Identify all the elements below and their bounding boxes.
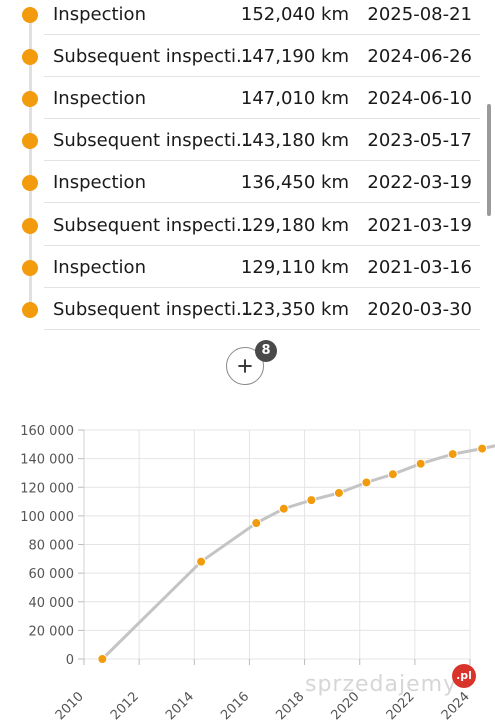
data-point — [387, 469, 398, 480]
timeline-dot — [22, 218, 38, 234]
inspection-mileage: 136,450 km — [240, 172, 349, 193]
timeline-dot — [22, 49, 38, 65]
inspection-row[interactable]: Inspection 129,110 km 2021-03-16 — [0, 253, 480, 295]
inspection-row[interactable]: Inspection 147,010 km 2024-06-10 — [0, 84, 480, 126]
row-divider — [44, 329, 480, 330]
watermark-pl-badge: .pl — [452, 664, 476, 688]
inspection-mileage: 123,350 km — [240, 299, 349, 320]
data-point — [306, 495, 317, 506]
y-tick-label: 120 000 — [20, 481, 74, 496]
y-tick-label: 0 — [66, 653, 74, 668]
inspection-mileage: 147,190 km — [240, 46, 349, 67]
data-point — [447, 449, 458, 460]
inspection-type: Subsequent inspecti... — [53, 130, 254, 151]
inspection-type: Subsequent inspecti... — [53, 299, 254, 320]
inspection-date: 2022-03-19 — [367, 172, 472, 193]
scrollbar[interactable] — [487, 104, 491, 216]
mileage-chart: 0 20 000 40 000 60 000 80 000 100 000 120 000 1… — [20, 424, 495, 720]
data-point — [196, 556, 207, 567]
data-point — [251, 518, 262, 529]
inspection-mileage: 152,040 km — [240, 4, 349, 25]
more-count-badge: 8 — [255, 340, 277, 362]
plus-icon — [238, 359, 252, 373]
row-divider — [44, 118, 480, 119]
inspection-row[interactable]: Subsequent inspecti... 147,190 km 2024-06-… — [0, 42, 480, 84]
inspection-row[interactable]: Subsequent inspecti... 143,180 km 2023-05-… — [0, 126, 480, 168]
row-divider — [44, 287, 480, 288]
data-point — [278, 503, 289, 514]
row-divider — [44, 160, 480, 161]
inspection-row[interactable]: Subsequent inspecti... 123,350 km 2020-03-… — [0, 295, 480, 337]
x-tick-label: 2018 — [273, 689, 307, 720]
inspection-date: 2024-06-10 — [367, 88, 472, 109]
timeline-line — [29, 14, 32, 310]
row-divider — [44, 34, 480, 35]
inspection-timeline: Inspection 152,040 km 2025-08-21 Subsequent… — [0, 0, 495, 332]
inspection-date: 2025-08-21 — [367, 4, 472, 25]
data-point — [477, 443, 488, 454]
y-tick-label: 160 000 — [20, 424, 74, 439]
y-tick-label: 20 000 — [29, 624, 75, 639]
inspection-date: 2021-03-16 — [367, 257, 472, 278]
inspection-date: 2023-05-17 — [367, 130, 472, 151]
data-point — [333, 487, 344, 498]
mileage-series-line — [100, 444, 495, 661]
inspection-date: 2021-03-19 — [367, 215, 472, 236]
timeline-dot — [22, 302, 38, 318]
timeline-dot — [22, 91, 38, 107]
watermark-text: sprzedajemy — [305, 672, 458, 697]
inspection-type: Subsequent inspecti... — [53, 46, 254, 67]
y-tick-label: 40 000 — [29, 596, 75, 611]
inspection-type: Subsequent inspecti... — [53, 215, 254, 236]
y-tick-label: 60 000 — [29, 567, 75, 582]
x-tick-label: 2010 — [53, 689, 87, 720]
timeline-dot — [22, 175, 38, 191]
row-divider — [44, 202, 480, 203]
inspection-mileage: 129,180 km — [240, 215, 349, 236]
inspection-type: Inspection — [53, 4, 146, 25]
timeline-dot — [22, 7, 38, 23]
x-tick-label: 2014 — [163, 689, 197, 720]
inspection-row[interactable]: Subsequent inspecti... 129,180 km 2021-03-… — [0, 211, 480, 253]
y-tick-label: 140 000 — [20, 453, 74, 468]
x-tick-label: 2016 — [218, 689, 252, 720]
inspection-type: Inspection — [53, 88, 146, 109]
y-tick-label: 80 000 — [29, 539, 75, 554]
data-point — [361, 477, 372, 488]
inspection-mileage: 143,180 km — [240, 130, 349, 151]
timeline-dot — [22, 133, 38, 149]
inspection-row[interactable]: Inspection 152,040 km 2025-08-21 — [0, 0, 480, 42]
data-point — [415, 458, 426, 469]
x-tick-label: 2012 — [108, 689, 142, 720]
y-tick-label: 100 000 — [20, 510, 74, 525]
inspection-mileage: 129,110 km — [240, 257, 349, 278]
inspection-date: 2020-03-30 — [367, 299, 472, 320]
inspection-row[interactable]: Inspection 136,450 km 2022-03-19 — [0, 168, 480, 210]
inspection-date: 2024-06-26 — [367, 46, 472, 67]
timeline-dot — [22, 260, 38, 276]
row-divider — [44, 245, 480, 246]
inspection-mileage: 147,010 km — [240, 88, 349, 109]
inspection-type: Inspection — [53, 257, 146, 278]
data-point — [97, 654, 108, 664]
row-divider — [44, 76, 480, 77]
inspection-type: Inspection — [53, 172, 146, 193]
